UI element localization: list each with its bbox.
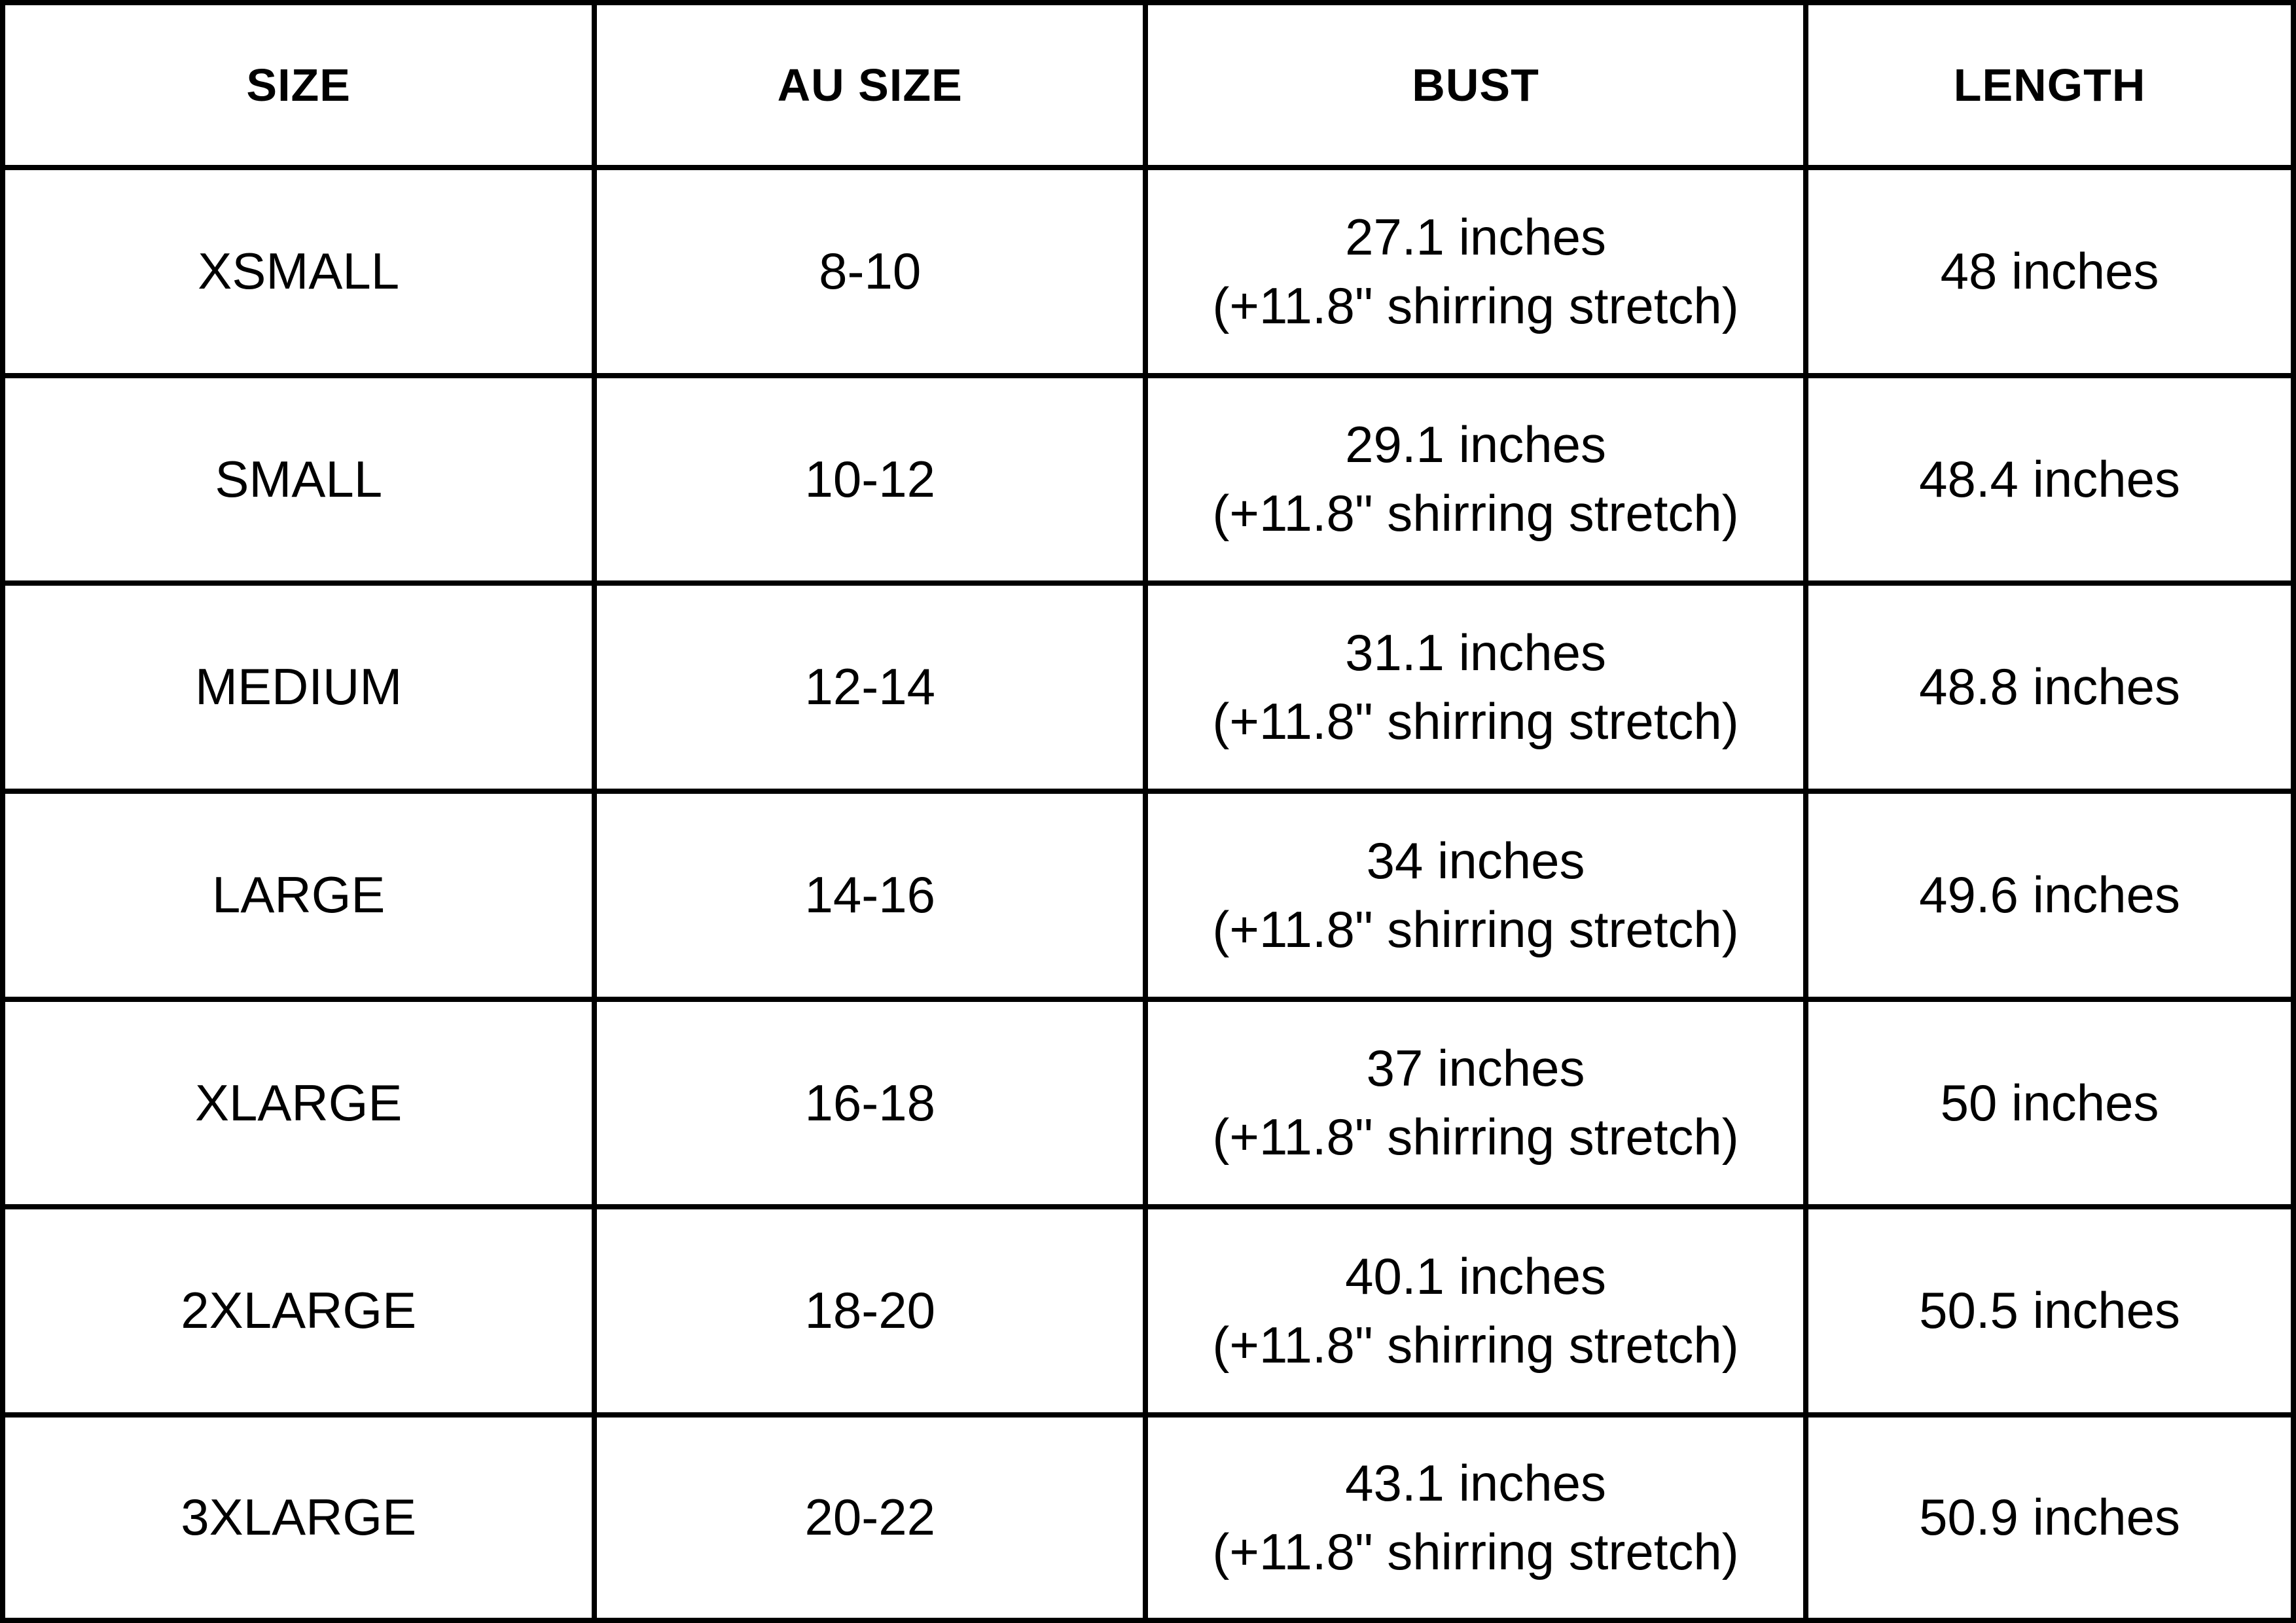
length-cell: 48 inches <box>1808 170 2291 378</box>
bust-value: 37 inches <box>1366 1039 1585 1097</box>
length-cell: 48.4 inches <box>1808 378 2291 586</box>
bust-value: 43.1 inches <box>1345 1454 1607 1512</box>
bust-value: 27.1 inches <box>1345 207 1607 266</box>
table-row-small: SMALL 10-12 29.1 inches (+11.8" shirring… <box>5 378 2291 586</box>
table-row-large: LARGE 14-16 34 inches (+11.8" shirring s… <box>5 793 2291 1002</box>
table-row-xlarge: XLARGE 16-18 37 inches (+11.8" shirring … <box>5 1001 2291 1210</box>
table-row-2xlarge: 2XLARGE 18-20 40.1 inches (+11.8" shirri… <box>5 1209 2291 1418</box>
size-cell: 3XLARGE <box>5 1417 598 1618</box>
size-cell: MEDIUM <box>5 586 598 794</box>
length-cell: 50 inches <box>1808 1002 2291 1210</box>
table-row-3xlarge: 3XLARGE 20-22 43.1 inches (+11.8" shirri… <box>5 1417 2291 1618</box>
table-row-medium: MEDIUM 12-14 31.1 inches (+11.8" shirrin… <box>5 586 2291 794</box>
size-cell: XLARGE <box>5 1001 598 1210</box>
bust-cell: 27.1 inches (+11.8" shirring stretch) <box>1147 170 1809 378</box>
table-body: XSMALL 8-10 27.1 inches (+11.8" shirring… <box>5 170 2291 1618</box>
au-size-cell: 16-18 <box>597 1001 1148 1210</box>
bust-cell: 34 inches (+11.8" shirring stretch) <box>1147 793 1809 1002</box>
column-header-size: SIZE <box>5 5 598 170</box>
au-size-cell: 8-10 <box>597 170 1148 378</box>
bust-cell: 29.1 inches (+11.8" shirring stretch) <box>1147 378 1809 586</box>
length-cell: 48.8 inches <box>1808 586 2291 794</box>
bust-stretch-note: (+11.8" shirring stretch) <box>1212 1522 1739 1580</box>
au-size-cell: 10-12 <box>597 378 1148 586</box>
table-header: SIZE AU SIZE BUST LENGTH <box>5 5 2291 170</box>
au-size-cell: 14-16 <box>597 793 1148 1002</box>
bust-stretch-note: (+11.8" shirring stretch) <box>1212 484 1739 543</box>
bust-stretch-note: (+11.8" shirring stretch) <box>1212 1108 1739 1166</box>
size-cell: SMALL <box>5 378 598 586</box>
size-cell: XSMALL <box>5 170 598 378</box>
bust-cell: 43.1 inches (+11.8" shirring stretch) <box>1148 1417 1809 1618</box>
bust-cell: 37 inches (+11.8" shirring stretch) <box>1147 1001 1809 1210</box>
size-cell: LARGE <box>5 793 598 1002</box>
au-size-cell: 18-20 <box>597 1209 1148 1418</box>
bust-stretch-note: (+11.8" shirring stretch) <box>1212 276 1739 334</box>
au-size-cell: 20-22 <box>597 1417 1148 1618</box>
column-header-au-size: AU SIZE <box>597 5 1148 170</box>
size-cell: 2XLARGE <box>5 1209 598 1418</box>
bust-cell: 40.1 inches (+11.8" shirring stretch) <box>1147 1209 1809 1418</box>
bust-value: 29.1 inches <box>1345 416 1607 474</box>
bust-value: 34 inches <box>1366 831 1585 889</box>
bust-value: 31.1 inches <box>1345 623 1607 681</box>
bust-stretch-note: (+11.8" shirring stretch) <box>1212 692 1739 751</box>
length-cell: 49.6 inches <box>1808 794 2291 1002</box>
length-cell: 50.5 inches <box>1808 1209 2291 1418</box>
bust-stretch-note: (+11.8" shirring stretch) <box>1212 900 1739 958</box>
bust-stretch-note: (+11.8" shirring stretch) <box>1212 1316 1739 1374</box>
length-cell: 50.9 inches <box>1919 1488 2181 1546</box>
column-header-length: LENGTH <box>1808 5 2291 170</box>
table-row-xsmall: XSMALL 8-10 27.1 inches (+11.8" shirring… <box>5 170 2291 378</box>
bust-cell: 31.1 inches (+11.8" shirring stretch) <box>1147 586 1809 794</box>
column-header-bust: BUST <box>1147 5 1809 170</box>
header-row: SIZE AU SIZE BUST LENGTH <box>5 5 2291 170</box>
bust-value: 40.1 inches <box>1345 1247 1607 1305</box>
au-size-cell: 12-14 <box>597 586 1148 794</box>
